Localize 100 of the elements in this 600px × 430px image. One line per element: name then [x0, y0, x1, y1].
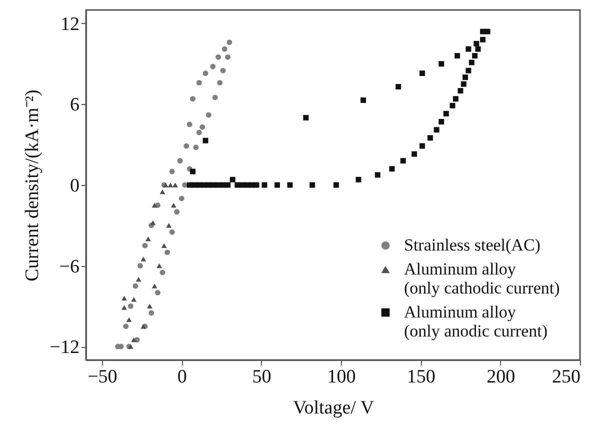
point [177, 158, 183, 164]
point [131, 337, 137, 342]
point [178, 196, 184, 202]
point [220, 68, 226, 74]
point [434, 127, 440, 133]
point [190, 96, 196, 102]
point [226, 40, 232, 46]
point [168, 182, 174, 188]
y-tick-label: 6 [70, 94, 80, 116]
x-tick-label: −50 [88, 366, 118, 388]
point [150, 220, 156, 226]
point [174, 209, 180, 215]
point [438, 61, 444, 67]
point [374, 172, 380, 178]
point [310, 182, 316, 188]
x-tick-label: 200 [486, 366, 516, 388]
point [454, 53, 460, 59]
y-tick-label: −12 [50, 337, 80, 358]
point [164, 250, 170, 256]
point [122, 305, 127, 310]
point [466, 46, 472, 52]
y-tick-label: −6 [59, 256, 80, 278]
point [230, 176, 236, 182]
y-tick-label: 12 [60, 14, 80, 35]
point [172, 182, 178, 188]
point [169, 168, 175, 174]
point [458, 88, 464, 94]
point [460, 81, 466, 87]
point [140, 256, 146, 262]
point [216, 54, 222, 60]
point [222, 46, 228, 52]
point [122, 296, 127, 300]
point [468, 60, 474, 66]
x-tick-label: 100 [327, 366, 356, 388]
point [303, 114, 309, 120]
point [154, 290, 160, 296]
point [217, 80, 223, 86]
x-tick-label: 150 [406, 366, 436, 388]
point [152, 202, 158, 208]
point [420, 70, 425, 76]
point [225, 182, 231, 188]
point [412, 151, 418, 157]
y-tick-label: 0 [70, 176, 80, 196]
x-axis-title: Voltage/ V [292, 398, 374, 418]
point [400, 158, 406, 164]
legend-label: Strainless steel(AC) [404, 236, 540, 254]
point [210, 64, 216, 70]
point [462, 74, 468, 80]
point [196, 130, 202, 136]
point [169, 229, 175, 235]
point [420, 143, 425, 149]
point [184, 143, 190, 149]
point [161, 243, 167, 248]
point [142, 242, 148, 248]
point [450, 102, 456, 108]
point [206, 112, 212, 118]
point [152, 284, 158, 288]
point [145, 236, 151, 242]
point [132, 283, 138, 289]
point [147, 304, 152, 309]
point [356, 176, 362, 182]
point [131, 297, 137, 302]
x-tick-label: 0 [177, 366, 187, 388]
point [480, 28, 486, 34]
point [123, 324, 129, 330]
point [484, 28, 490, 34]
point [202, 138, 208, 144]
point [128, 303, 134, 309]
point [438, 118, 444, 124]
point [274, 182, 280, 188]
point [160, 270, 166, 276]
point [156, 263, 162, 268]
point [474, 40, 480, 46]
point [333, 182, 339, 188]
y-axis-title: Current density/(kA·m⁻²) [22, 90, 43, 282]
point [212, 94, 218, 100]
point [148, 310, 154, 316]
point [480, 36, 486, 42]
point [202, 70, 208, 76]
point [126, 317, 132, 322]
point [166, 223, 172, 228]
point [190, 168, 196, 174]
point [170, 202, 176, 208]
point [443, 110, 449, 116]
point [137, 263, 143, 269]
legend-label: Aluminum alloy (only cathodic current) [404, 260, 560, 298]
x-tick-label: 50 [252, 366, 272, 388]
point [452, 96, 458, 102]
point [193, 144, 199, 150]
x-tick-label: 250 [552, 366, 580, 388]
point [196, 80, 202, 86]
point [287, 182, 293, 188]
point [186, 122, 192, 128]
point [136, 276, 142, 282]
point [466, 68, 472, 74]
point [262, 182, 268, 188]
point [472, 53, 478, 59]
point [225, 54, 231, 60]
point [160, 189, 166, 194]
point [200, 124, 206, 130]
